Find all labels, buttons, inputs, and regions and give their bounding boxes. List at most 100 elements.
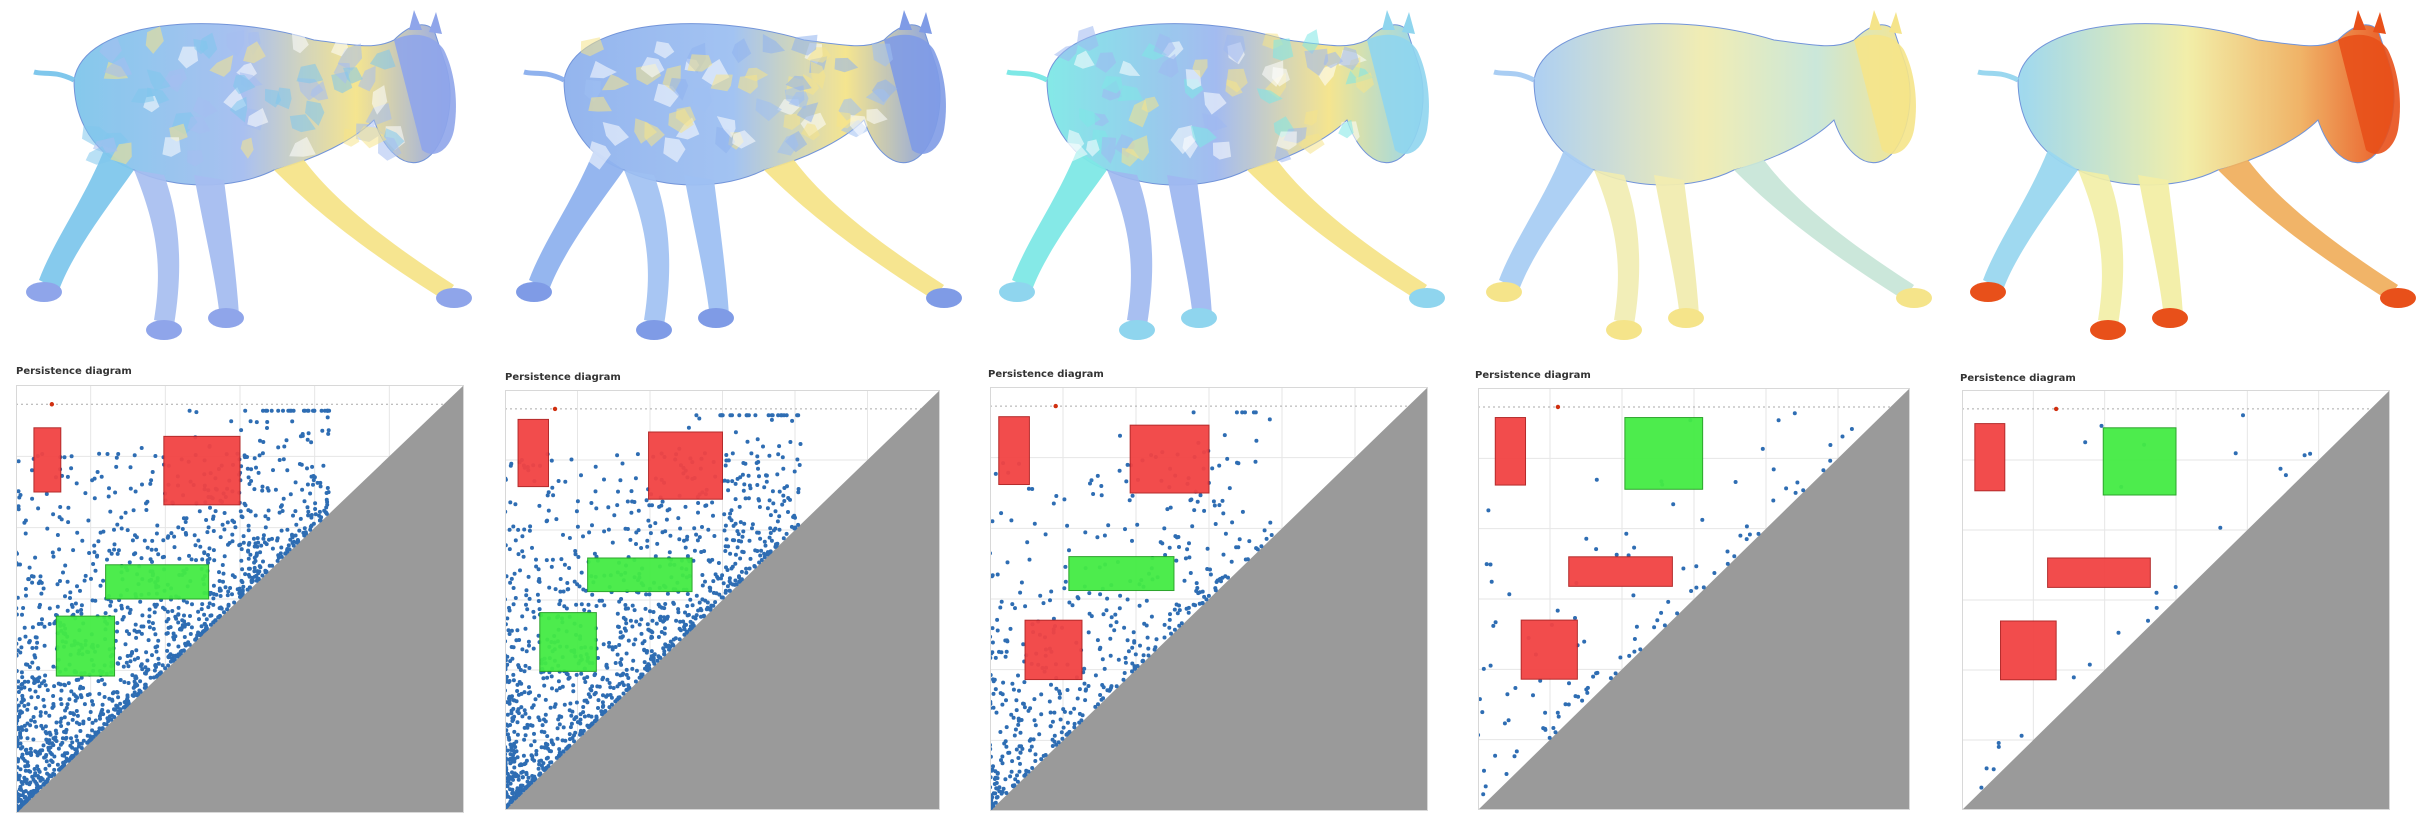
data-point	[770, 489, 775, 494]
data-point	[508, 580, 513, 585]
data-point	[1004, 649, 1009, 654]
data-point	[212, 558, 217, 563]
data-point	[313, 507, 318, 511]
plot-frame	[1962, 390, 2390, 810]
data-point	[42, 679, 47, 684]
data-point	[645, 622, 650, 627]
data-point	[93, 730, 98, 735]
data-point	[318, 480, 323, 485]
data-point	[593, 489, 598, 494]
data-point	[797, 463, 802, 467]
data-point	[762, 539, 767, 544]
data-point	[202, 628, 207, 633]
data-point	[128, 653, 133, 658]
data-point	[665, 591, 670, 596]
data-point	[743, 496, 748, 501]
data-point	[1234, 410, 1239, 415]
data-point	[593, 672, 598, 676]
data-point	[313, 512, 318, 517]
data-point	[579, 570, 584, 575]
data-point	[681, 619, 686, 624]
data-point	[667, 507, 672, 512]
data-point	[746, 496, 751, 501]
data-point	[148, 481, 153, 486]
data-point	[251, 536, 256, 541]
data-point	[505, 654, 510, 659]
data-point	[790, 418, 795, 423]
data-point	[538, 771, 543, 776]
data-point	[649, 649, 654, 654]
data-point	[766, 413, 771, 418]
data-point	[554, 688, 559, 693]
data-point	[511, 774, 516, 779]
data-point	[1072, 706, 1077, 711]
data-point	[263, 568, 268, 573]
data-point	[1026, 769, 1031, 774]
data-point	[579, 473, 583, 478]
data-point	[518, 668, 523, 672]
data-point	[654, 621, 659, 626]
data-point	[516, 707, 521, 712]
data-point	[542, 717, 546, 722]
data-point	[780, 502, 785, 507]
data-point	[1100, 657, 1105, 662]
data-point	[525, 725, 530, 730]
data-point	[68, 743, 73, 748]
data-point	[39, 580, 44, 585]
data-point	[742, 482, 747, 487]
data-point	[706, 527, 711, 532]
data-point	[146, 667, 151, 672]
data-point	[1624, 531, 1629, 536]
data-point	[16, 685, 21, 690]
data-point	[506, 757, 511, 762]
data-point	[17, 774, 21, 779]
data-point	[1225, 456, 1230, 461]
data-point	[33, 655, 38, 660]
data-point	[1652, 625, 1657, 630]
data-point	[546, 746, 550, 751]
highlight-box-green	[1068, 556, 1175, 592]
data-point	[667, 550, 672, 555]
data-point	[723, 588, 728, 593]
data-point	[1099, 484, 1104, 488]
data-point	[270, 563, 275, 568]
data-point	[194, 558, 198, 563]
data-point	[36, 679, 41, 684]
data-point	[1631, 593, 1636, 598]
data-point	[34, 782, 39, 787]
data-point	[1001, 786, 1006, 791]
data-point	[1009, 712, 1014, 717]
persistence-diagram-title: Persistence diagram	[16, 366, 132, 377]
data-point	[261, 408, 265, 413]
data-point	[990, 795, 995, 800]
data-point	[767, 550, 772, 555]
data-point	[63, 594, 67, 599]
data-point	[716, 561, 721, 565]
data-point	[30, 792, 35, 797]
data-point	[153, 663, 158, 667]
data-point	[1167, 545, 1172, 550]
data-point	[36, 767, 41, 772]
data-point	[1098, 693, 1103, 697]
data-point	[773, 526, 778, 531]
data-point	[241, 540, 246, 545]
data-point	[43, 710, 48, 715]
data-point	[41, 586, 46, 591]
data-point	[523, 626, 528, 631]
data-point	[26, 769, 31, 773]
data-point	[1047, 699, 1052, 704]
data-point	[1050, 744, 1055, 748]
data-point	[1065, 523, 1070, 528]
data-point	[685, 592, 690, 596]
data-point	[557, 722, 562, 727]
data-point	[1513, 686, 1518, 690]
data-point	[36, 506, 41, 511]
data-point	[636, 528, 641, 533]
data-point	[109, 717, 114, 722]
data-point	[652, 661, 657, 666]
data-point	[64, 735, 69, 740]
data-point	[530, 777, 535, 782]
data-point	[275, 536, 280, 541]
data-point	[520, 534, 525, 539]
data-point	[1259, 544, 1264, 549]
